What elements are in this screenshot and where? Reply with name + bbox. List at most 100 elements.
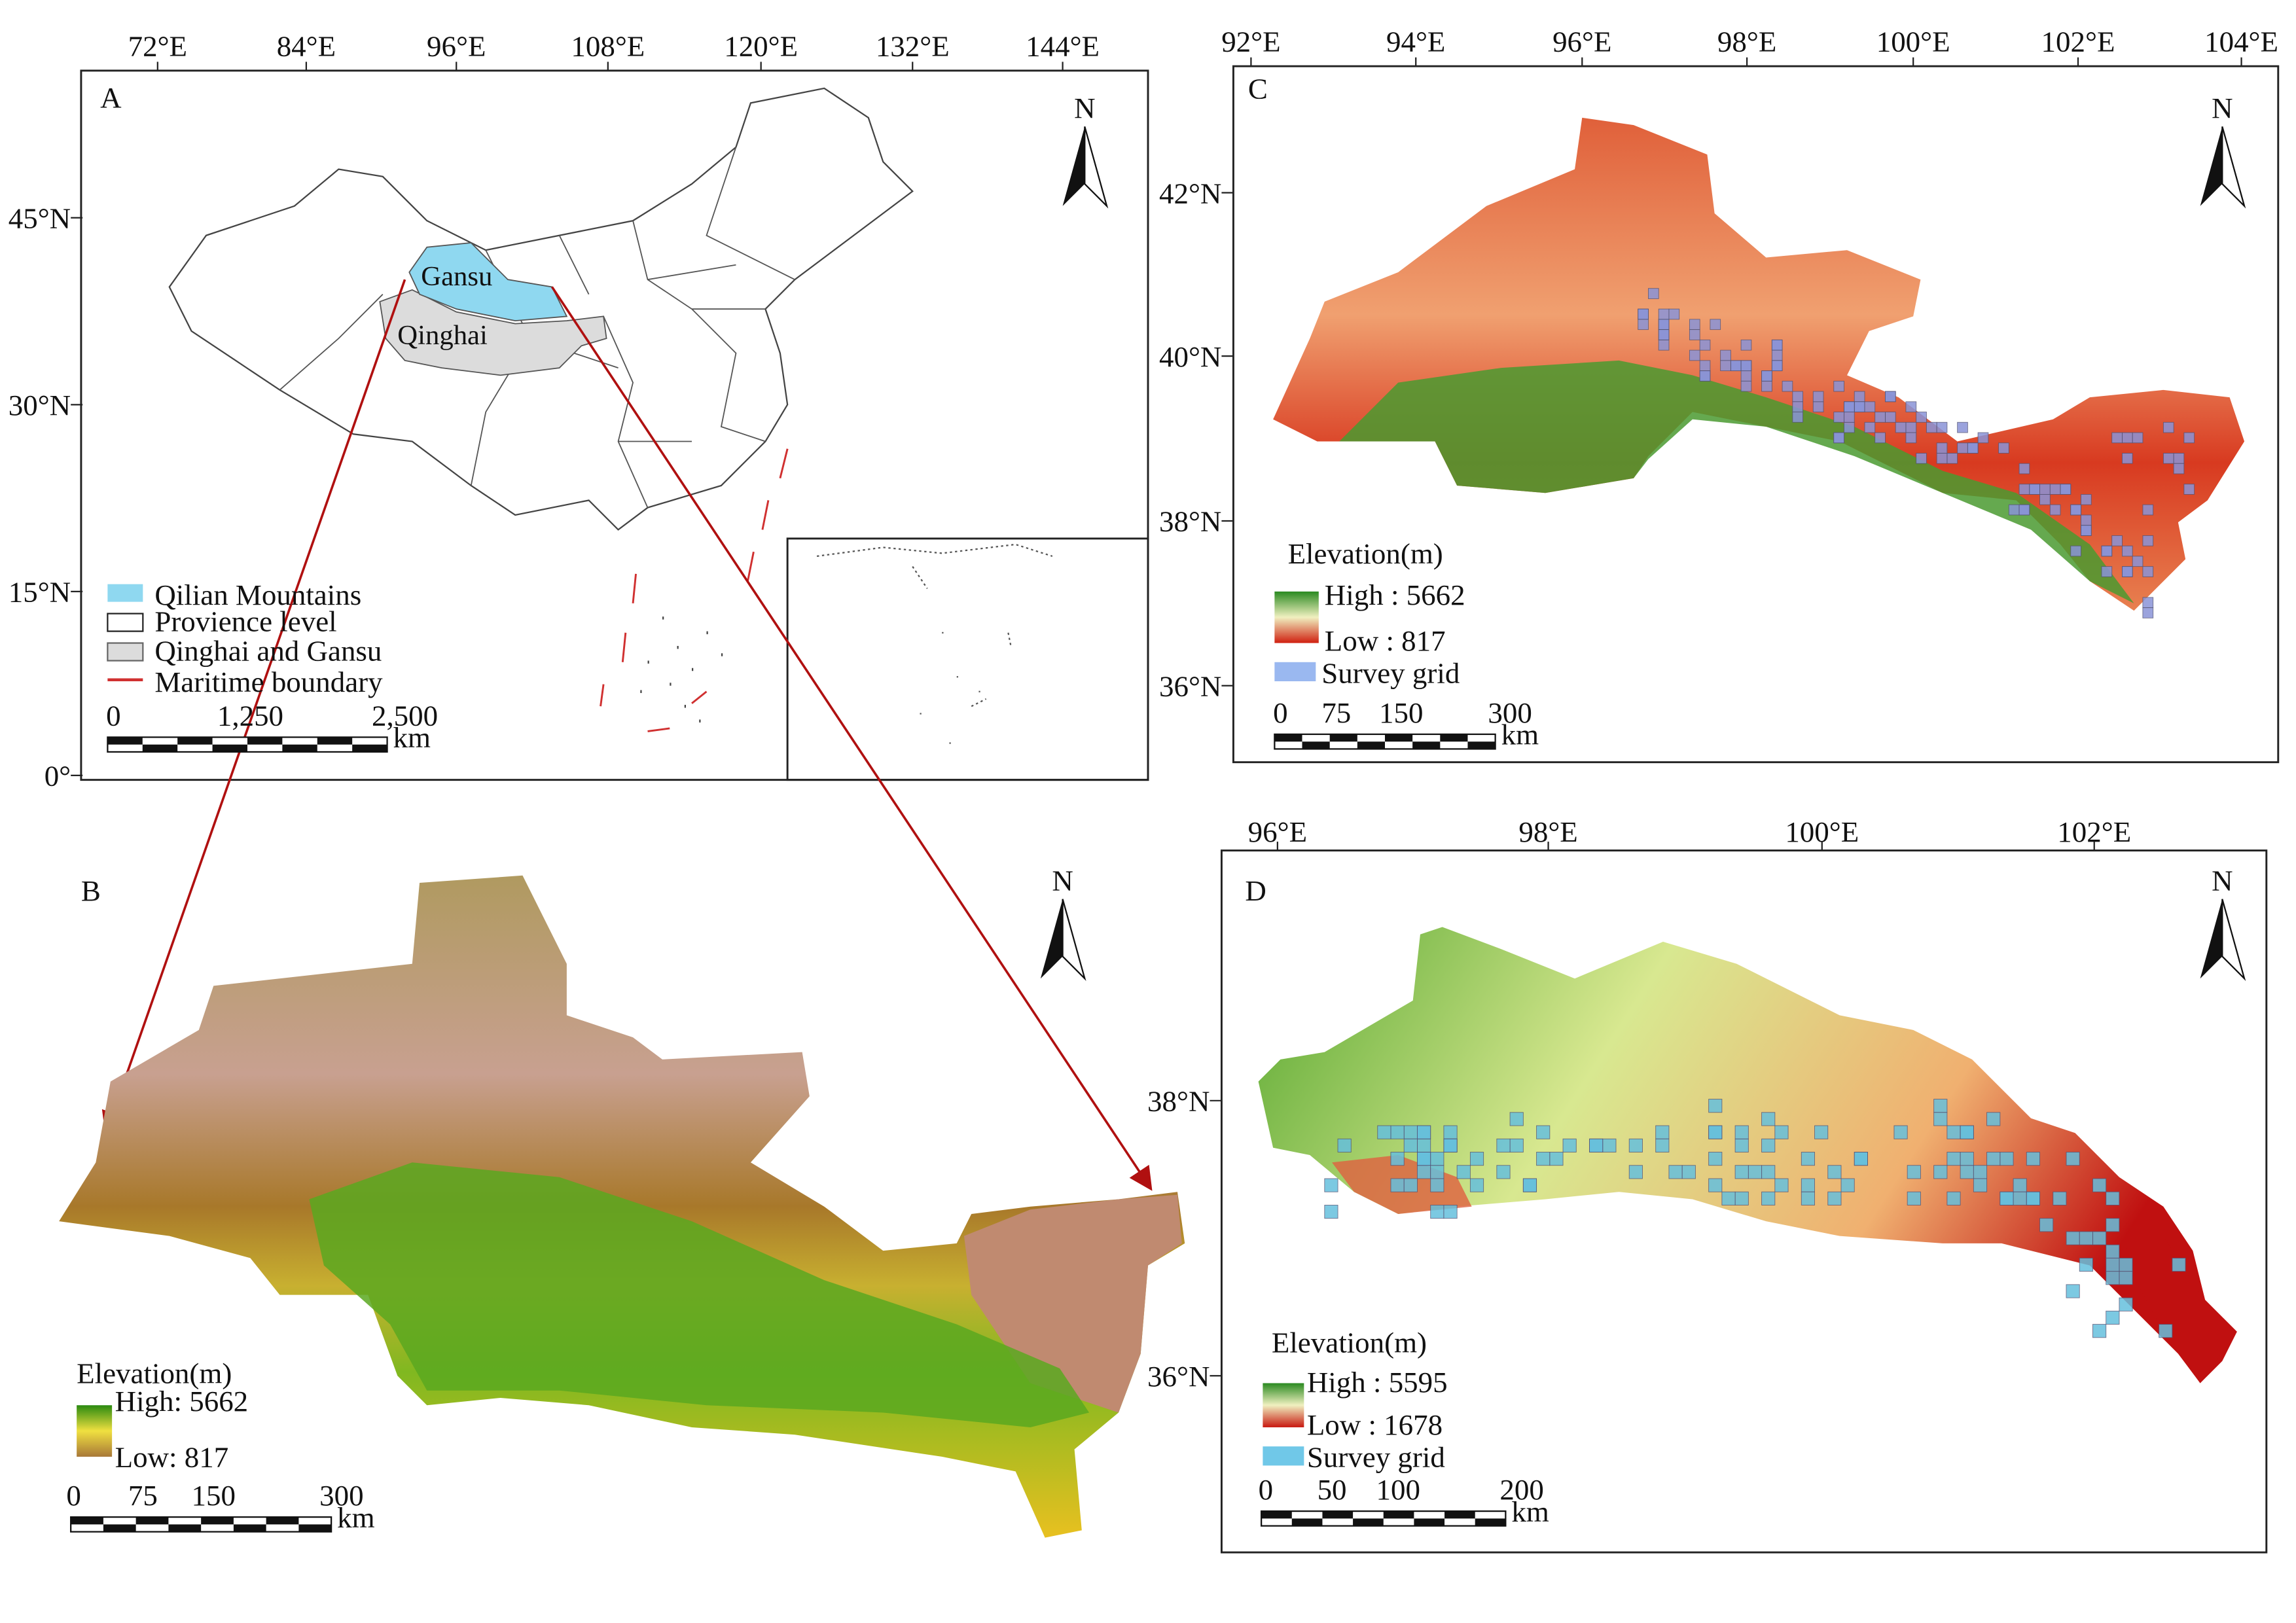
survey-cell — [1430, 1205, 1444, 1219]
survey-cell — [1977, 432, 1989, 444]
scale-bar — [1467, 741, 1496, 749]
x-tick-label: 120°E — [724, 29, 798, 62]
survey-cell — [1998, 442, 2009, 454]
survey-cell — [1628, 1165, 1643, 1179]
survey-cell — [2008, 504, 2020, 516]
survey-cell — [1390, 1178, 1405, 1192]
y-tick-label: 45°N — [9, 202, 71, 235]
survey-cell — [1885, 391, 1896, 402]
survey-cell — [1827, 1191, 1842, 1205]
survey-cell — [1874, 432, 1886, 444]
survey-cell — [2119, 1271, 2133, 1285]
survey-cell — [1443, 1125, 1458, 1139]
legend-swatch — [1274, 662, 1316, 682]
survey-cell — [2106, 1244, 2120, 1258]
survey-cell — [1957, 442, 1968, 454]
survey-cell — [2119, 1257, 2133, 1272]
survey-cell — [2081, 494, 2092, 505]
survey-cell — [1589, 1138, 1604, 1152]
scale-label: 0 — [1273, 696, 1287, 729]
y-tick-label: 0° — [45, 760, 71, 793]
survey-cell — [1761, 1191, 1776, 1205]
zoom-arrow — [550, 286, 1153, 1191]
scale-bar — [298, 1524, 332, 1532]
survey-cell — [1926, 421, 1937, 433]
survey-cell — [1761, 1112, 1776, 1126]
scale-bar — [1329, 734, 1357, 742]
survey-cell — [1946, 1152, 1961, 1166]
x-tick-label: 100°E — [1876, 26, 1950, 58]
scale-label: 50 — [1318, 1473, 1347, 1506]
x-tick-label: 132°E — [876, 29, 950, 62]
survey-cell — [2106, 1218, 2120, 1232]
survey-cell — [2079, 1257, 2093, 1272]
panel-c-frame — [1232, 65, 2280, 764]
survey-cell — [1430, 1178, 1444, 1192]
gansu-area — [408, 242, 568, 322]
scale-bar — [201, 1517, 234, 1525]
survey-cell — [1708, 1099, 1723, 1113]
scale-bar — [266, 1517, 299, 1525]
survey-cell — [2049, 504, 2061, 516]
scale-label: 0 — [66, 1479, 81, 1512]
scale-label: 75 — [128, 1479, 158, 1512]
survey-cell — [1893, 1125, 1908, 1139]
survey-cell — [1430, 1152, 1444, 1166]
survey-cell — [1833, 380, 1844, 392]
survey-cell — [1403, 1178, 1418, 1192]
survey-cell — [2111, 535, 2123, 546]
x-tick-label: 94°E — [1386, 26, 1445, 58]
y-tick-label: 38°N — [1159, 505, 1221, 538]
survey-cell — [2039, 1218, 2054, 1232]
survey-cell — [1658, 319, 1670, 330]
maritime-boundary — [600, 448, 789, 732]
scale-bar — [135, 1517, 169, 1525]
survey-cell — [1337, 1138, 1352, 1152]
survey-cell — [1792, 412, 1803, 423]
scale-bar — [1261, 1511, 1292, 1519]
survey-cell — [2066, 1231, 2080, 1245]
survey-cell — [1509, 1138, 1524, 1152]
survey-cell — [1549, 1152, 1564, 1166]
survey-cell — [1761, 370, 1772, 382]
scale-bar — [317, 737, 353, 745]
survey-cell — [1417, 1125, 1431, 1139]
survey-cell — [1710, 319, 1721, 330]
zoom-arrow — [101, 279, 406, 1135]
inset-frame — [786, 537, 1149, 781]
survey-cell — [2119, 1297, 2133, 1311]
legend-label: Maritime boundary — [154, 666, 383, 698]
scale-label: 0 — [1259, 1473, 1273, 1506]
survey-cell — [1916, 453, 1927, 464]
survey-cell — [2018, 504, 2030, 516]
legend-label: Survey grid — [1321, 656, 1460, 689]
scale-bar — [1412, 741, 1441, 749]
survey-cell — [1668, 1165, 1683, 1179]
survey-cell — [2039, 494, 2051, 505]
x-tick-label: 98°E — [1717, 26, 1776, 58]
legend-swatch — [107, 613, 144, 632]
x-tick-label: 102°E — [2041, 26, 2115, 58]
survey-cell — [1417, 1165, 1431, 1179]
survey-cell — [1536, 1125, 1551, 1139]
panel-label: B — [81, 874, 101, 907]
scale-bar — [142, 744, 178, 752]
survey-cell — [1874, 412, 1886, 423]
scale-bar — [1475, 1518, 1506, 1526]
place-label: Qinghai — [397, 320, 488, 351]
survey-cell — [1761, 1138, 1776, 1152]
survey-cell — [1905, 401, 1917, 413]
survey-cell — [1854, 1152, 1868, 1166]
survey-cell — [1734, 1191, 1749, 1205]
north-arrow — [1062, 126, 1085, 206]
survey-cell — [1960, 1125, 1974, 1139]
survey-cell — [1812, 391, 1824, 402]
y-tick-label: 36°N — [1159, 669, 1221, 702]
survey-cell — [1708, 1125, 1723, 1139]
survey-cell — [1761, 1165, 1776, 1179]
scale-label: 300 — [319, 1479, 363, 1512]
survey-cell — [1324, 1205, 1338, 1219]
survey-cell — [2162, 421, 2174, 433]
survey-cell — [1720, 349, 1731, 361]
survey-cell — [1509, 1112, 1524, 1126]
